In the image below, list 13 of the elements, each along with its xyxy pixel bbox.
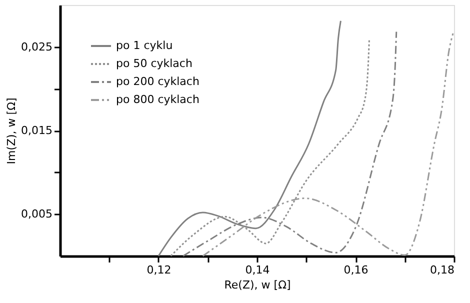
- y-tick-label: 0,025: [21, 40, 52, 54]
- y-tick-label: 0,005: [21, 208, 52, 221]
- x-tick-label: 0,14: [245, 264, 270, 276]
- x-axis-title: Re(Z), w [Ω]: [224, 278, 291, 292]
- y-tick-label: 0,015: [21, 124, 52, 137]
- legend-label: po 800 cyklach: [116, 93, 200, 106]
- x-tick-label: 0,16: [344, 264, 368, 276]
- y-axis-title: Im(Z), w [Ω]: [5, 98, 18, 164]
- x-tick-label: 0,12: [146, 264, 172, 276]
- x-tick-label: 0,18: [430, 264, 454, 276]
- legend-label: po 200 cyklach: [116, 75, 200, 88]
- legend-label: po 1 cyklu: [116, 39, 173, 52]
- legend-label: po 50 cyklach: [116, 57, 192, 70]
